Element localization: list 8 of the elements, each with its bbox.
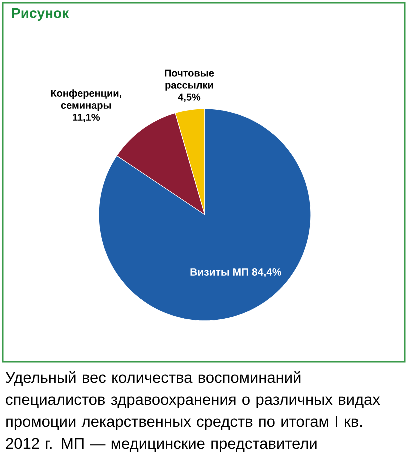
data-label: 84,4% bbox=[252, 268, 282, 278]
slice-label: Визиты МП bbox=[190, 268, 248, 276]
slice-label: Конференции, семинары bbox=[51, 90, 122, 111]
data-label: 11,1% bbox=[73, 114, 100, 122]
chart-title: Рисунок bbox=[12, 8, 70, 22]
text: Удельный вес количества воспоминаний специалистов здравоохранения о различных видах промоции лекарственных средств по итогам I кв. 2012 г. МП — медицинские представители bbox=[6, 372, 380, 452]
data-label: 4,5% bbox=[178, 94, 201, 102]
slice-label: Почтовые рассылки bbox=[165, 70, 214, 91]
